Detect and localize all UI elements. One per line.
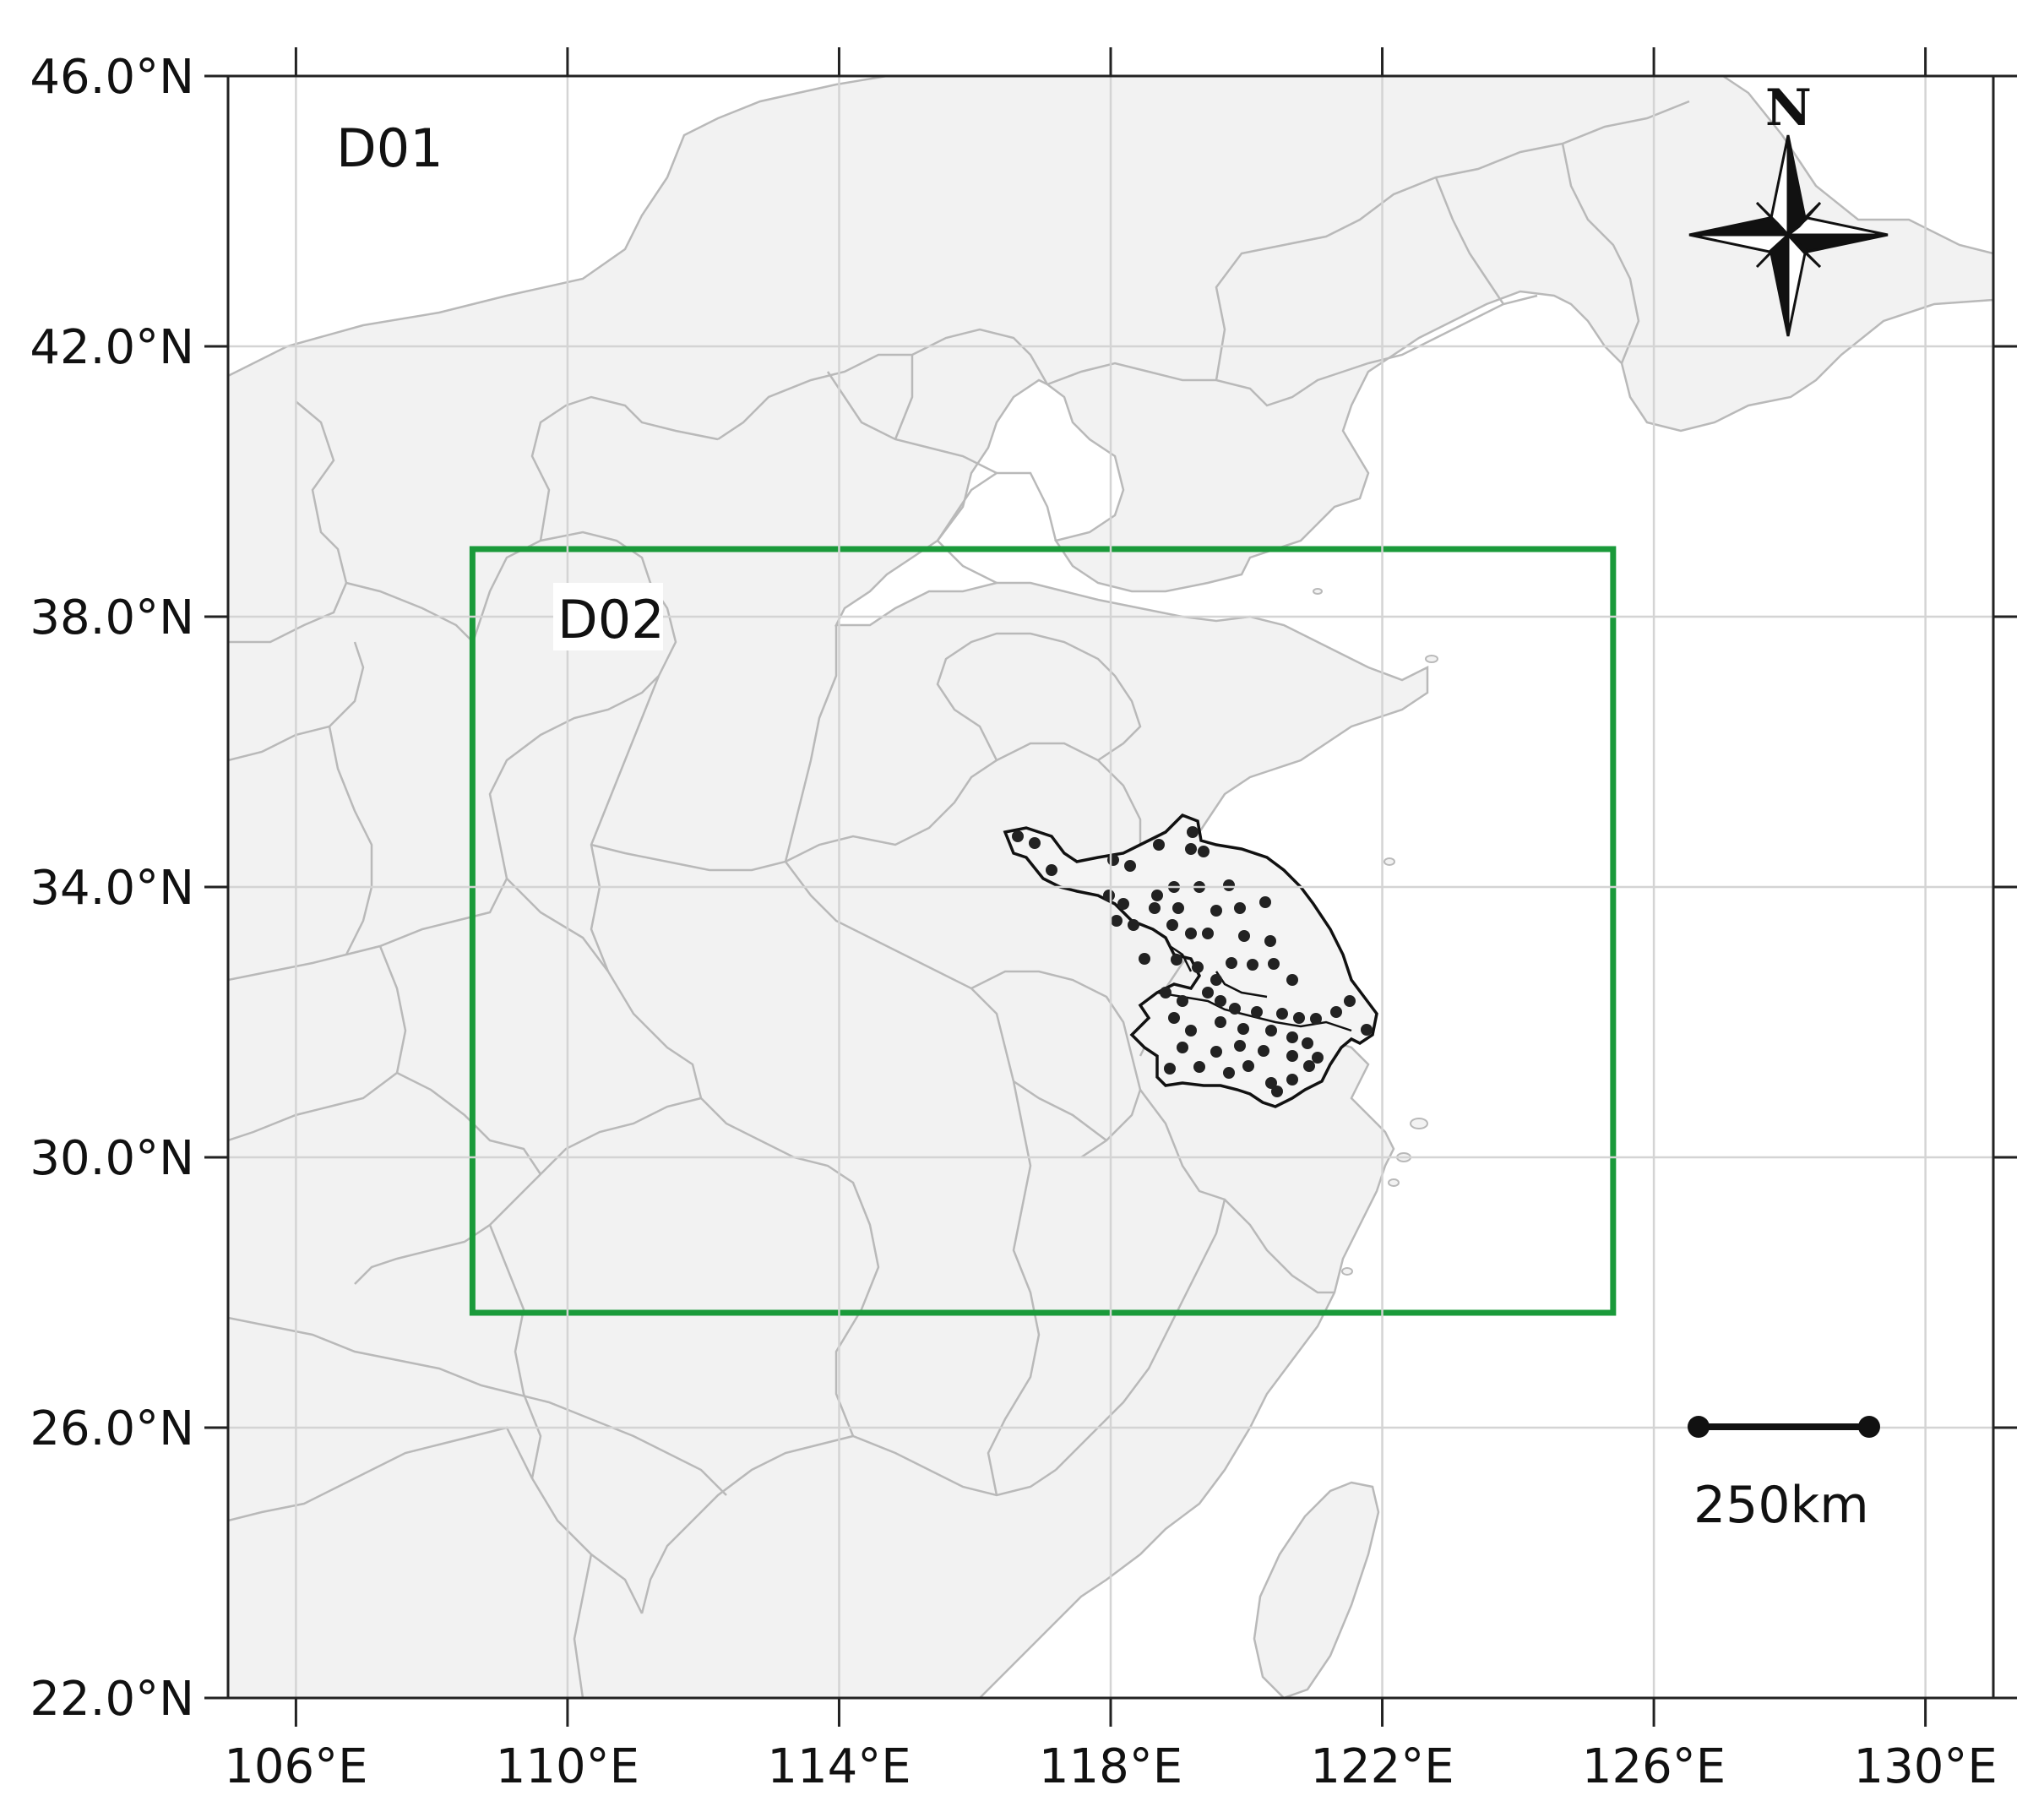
station-dot [1286,1050,1298,1062]
station-dot [1153,839,1165,851]
taiwan-island [1253,1481,1380,1698]
station-dot [1293,1012,1305,1024]
station-dot [1177,995,1188,1007]
station-dot [1229,1003,1241,1015]
scale-bar-start-dot [1688,1416,1710,1438]
domain-d02-label: D02 [557,589,665,650]
lat-tick-label: 42.0°N [30,320,194,375]
provincial-borders [228,100,1690,1698]
station-dot [1172,902,1184,914]
station-dot [1238,930,1250,942]
station-dot [1103,890,1115,901]
d02-label-background [553,583,663,650]
station-dot [1286,1031,1298,1043]
station-dot [1237,1023,1249,1035]
latitude-axis: 46.0°N 42.0°N 38.0°N 34.0°N 30.0°N 26.0°N 22.0… [30,50,2017,1727]
coastal-islands [1313,588,1438,1276]
station-dot [1302,1037,1313,1049]
lon-tick-label: 106°E [224,1739,367,1794]
scale-bar-label: 250km [1693,1476,1869,1535]
station-dot [1210,905,1222,917]
station-dot [1187,826,1199,838]
lat-tick-label: 38.0°N [30,590,194,645]
station-dot [1193,1061,1205,1073]
north-label: N [1765,79,1812,138]
lat-tick-label: 26.0°N [30,1401,194,1456]
station-dot [1029,837,1041,849]
station-dot [1166,919,1178,931]
station-dot [1171,954,1182,966]
lon-tick-label: 118°E [1039,1739,1182,1794]
north-arrow: N [1688,79,1889,337]
station-dot [1234,902,1246,914]
lon-tick-label: 114°E [767,1739,911,1794]
station-dot [1276,1008,1288,1020]
station-dot [1111,915,1123,927]
station-dot [1139,953,1150,965]
station-dot [1330,1006,1342,1018]
lat-tick-label: 30.0°N [30,1131,194,1186]
station-dot [1271,1086,1283,1097]
lat-tick-label: 22.0°N [30,1672,194,1727]
station-dot [1264,935,1276,947]
scale-bar: 250km [1688,1416,1880,1535]
station-dot [1247,959,1258,971]
station-dot [1251,1006,1263,1018]
station-dot [1234,1040,1246,1052]
station-dot [1185,928,1197,939]
station-dot [1164,1063,1176,1075]
domain-d02-box [469,546,1617,1316]
station-dot [1223,1067,1235,1079]
weather-stations [1012,826,1373,1097]
lat-tick-label: 46.0°N [30,50,194,105]
domain-d01-label: D01 [336,117,443,179]
station-dot [1177,1042,1188,1053]
station-dot [1117,898,1129,910]
station-dot [1210,974,1222,986]
station-dot [1215,995,1226,1007]
station-dot [1286,974,1298,986]
station-dot [1223,879,1235,891]
lon-tick-label: 122°E [1310,1739,1454,1794]
station-dot [1303,1060,1315,1072]
station-dot [1361,1024,1373,1036]
station-dot [1286,1074,1298,1086]
station-dot [1149,902,1161,914]
station-dot [1046,864,1057,876]
station-dot [1226,957,1237,969]
station-dot [1185,1025,1197,1037]
station-dot [1310,1013,1322,1025]
station-dot [1012,830,1024,842]
station-dot [1128,919,1139,931]
station-dot [1168,1012,1180,1024]
station-dot [1215,1016,1226,1028]
station-dot [1151,890,1163,901]
station-dot [1198,846,1210,857]
station-dot [1160,987,1171,999]
station-dot [1202,928,1214,939]
longitude-axis: 106°E 110°E 114°E 118°E 122°E 126°E 130°E [224,47,1998,1794]
station-dot [1344,995,1356,1007]
station-dot [1265,1025,1277,1037]
station-dot [1259,896,1271,908]
station-dot [1265,1077,1277,1089]
station-dot [1192,961,1204,973]
station-dot [1268,958,1280,970]
station-dot [1312,1052,1324,1064]
station-dot [1242,1060,1254,1072]
d01-label-background [328,107,454,183]
station-dot [1185,843,1197,855]
station-dot [1202,987,1214,999]
scale-bar-end-dot [1858,1416,1880,1438]
station-dot [1107,854,1119,866]
station-dot [1124,860,1136,872]
station-dot [1210,1046,1222,1058]
lat-tick-label: 34.0°N [30,861,194,916]
lon-tick-label: 130°E [1853,1739,1997,1794]
compass-rose-icon [1688,134,1889,337]
lon-tick-label: 126°E [1582,1739,1726,1794]
lon-tick-label: 110°E [496,1739,639,1794]
station-dot [1258,1045,1269,1057]
